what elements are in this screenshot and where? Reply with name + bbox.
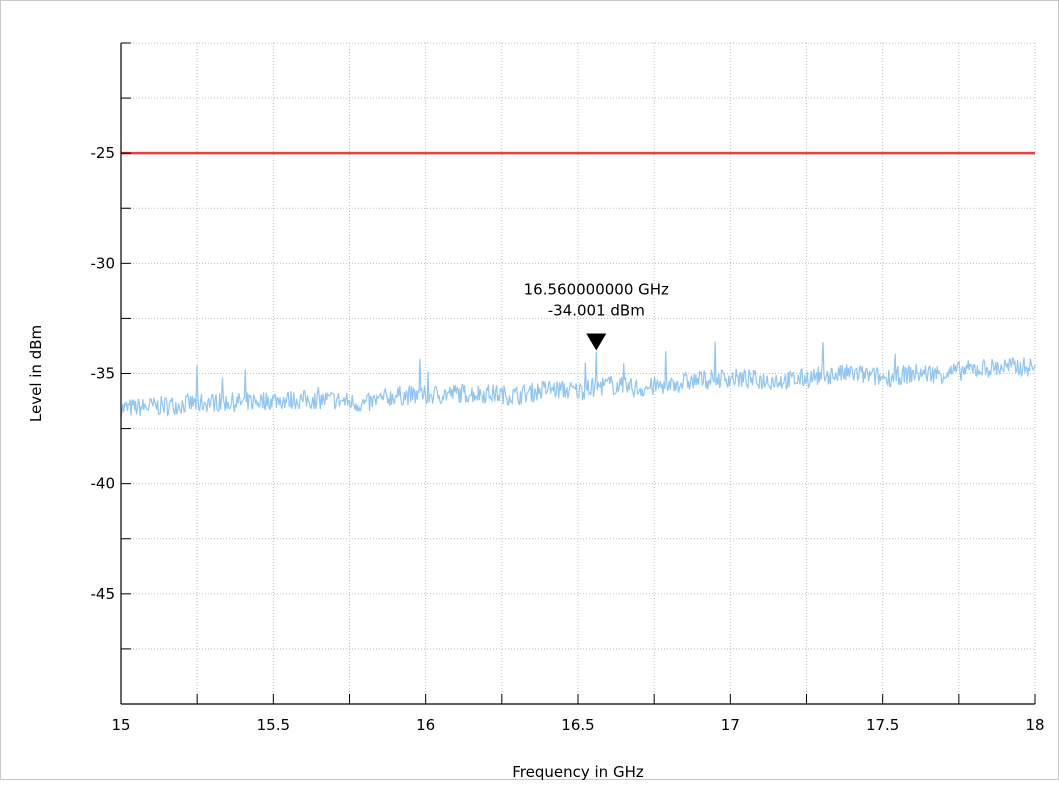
marker-frequency-label: 16.560000000 GHz <box>524 280 669 298</box>
x-tick-label: 17 <box>721 716 740 734</box>
x-tick-label: 15.5 <box>257 716 290 734</box>
marker-level-label: -34.001 dBm <box>548 301 645 319</box>
x-tick-label: 16 <box>416 716 435 734</box>
y-tick-label: -40 <box>91 475 116 493</box>
trace-layer <box>120 341 1036 419</box>
y-tick-label: -35 <box>91 365 116 383</box>
x-tick-label: 17.5 <box>866 716 899 734</box>
x-axis-label: Frequency in GHz <box>512 763 644 781</box>
y-axis-label: Level in dBm <box>27 325 45 422</box>
grid <box>121 42 1036 704</box>
spectrum-trace <box>120 341 1036 419</box>
y-tick-label: -30 <box>91 254 116 272</box>
marker-triangle-icon <box>586 333 607 351</box>
axes: 15 15.5 16 16.5 17 17.5 18 -45 -40 -35 -30 -25 <box>91 42 1045 734</box>
marker-layer: 16.560000000 GHz -34.001 dBm <box>524 280 669 351</box>
x-tick-label: 18 <box>1025 716 1044 734</box>
y-tick-label: -25 <box>91 144 116 162</box>
x-tick-label: 16.5 <box>561 716 594 734</box>
x-tick-label: 15 <box>111 716 130 734</box>
y-tick-label: -45 <box>91 585 116 603</box>
